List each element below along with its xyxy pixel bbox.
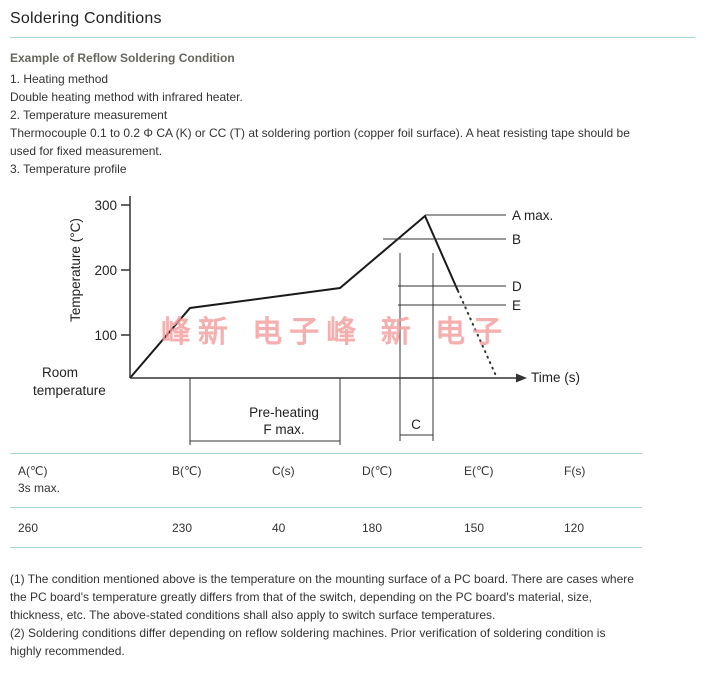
- profile-chart-svg: Temperature (°C) 300 200 100 Time (s) Ro…: [33, 196, 580, 445]
- preheating-label-line1: Pre-heating: [249, 405, 319, 420]
- table-value-c: 40: [272, 521, 286, 535]
- page-header: Soldering Conditions: [10, 10, 695, 38]
- temperature-profile-chart: Temperature (°C) 300 200 100 Time (s) Ro…: [0, 178, 705, 453]
- ref-label-d: D: [512, 279, 522, 294]
- table-header-cell-b: B(℃): [172, 464, 202, 478]
- intro-line-heating-detail: Double heating method with infrared heat…: [10, 90, 243, 104]
- table-header-cell-d: D(℃): [362, 464, 393, 478]
- room-temperature-label-line2: temperature: [33, 383, 106, 398]
- intro-line-heating-method: 1. Heating method: [10, 72, 109, 86]
- watermark-text: 峰新 电子峰 新 电子: [161, 315, 509, 350]
- c-duration-label: C: [411, 417, 421, 432]
- table-value-f: 120: [564, 521, 585, 535]
- table-header-cell-a: A(℃) 3s max.: [18, 463, 172, 507]
- y-tick-label-200: 200: [94, 263, 117, 278]
- table-value-d: 180: [362, 521, 383, 535]
- table-value-row: 260 230 40 180 150 120: [10, 508, 642, 548]
- footnotes: (1) The condition mentioned above is the…: [10, 570, 695, 670]
- y-tick-label-100: 100: [94, 328, 117, 343]
- reflow-condition-section: Example of Reflow Soldering Condition 1.…: [10, 51, 695, 178]
- preheating-label-line2: F max.: [263, 422, 304, 437]
- soldering-spec-table: A(℃) 3s max. B(℃) C(s) D(℃) E(℃) F(s) 26…: [10, 453, 642, 548]
- intro-line-temp-measurement: 2. Temperature measurement: [10, 108, 168, 122]
- x-axis-title: Time (s): [531, 370, 580, 385]
- table-header-row: A(℃) 3s max. B(℃) C(s) D(℃) E(℃) F(s): [10, 454, 642, 508]
- y-axis-title: Temperature (°C): [68, 218, 83, 322]
- intro-line-thermocouple-detail: Thermocouple 0.1 to 0.2 Φ CA (K) or CC (…: [10, 126, 630, 158]
- table-header-cell-c: C(s): [272, 464, 295, 478]
- page-title: Soldering Conditions: [10, 10, 162, 27]
- ref-label-b: B: [512, 232, 521, 247]
- table-value-a: 260: [18, 521, 39, 535]
- table-header-cell-e: E(℃): [464, 464, 494, 478]
- room-temperature-label-line1: Room: [42, 365, 78, 380]
- table-header-a-note: 3s max.: [18, 481, 61, 495]
- table-header-a-label: A(℃): [18, 464, 48, 478]
- profile-dotted-cooldown: [457, 290, 498, 379]
- note-paragraph-2: (2) Soldering conditions differ dependin…: [10, 626, 606, 658]
- profile-solid-line: [129, 214, 459, 379]
- ref-label-a-max: A max.: [512, 208, 553, 223]
- table-header-cell-f: F(s): [564, 464, 586, 478]
- section-heading: Example of Reflow Soldering Condition: [10, 51, 235, 65]
- ref-label-e: E: [512, 298, 521, 313]
- intro-line-temp-profile: 3. Temperature profile: [10, 162, 127, 176]
- note-paragraph-1: (1) The condition mentioned above is the…: [10, 572, 634, 622]
- table-value-e: 150: [464, 521, 485, 535]
- y-tick-label-300: 300: [94, 198, 117, 213]
- x-axis-arrowhead: [516, 373, 527, 383]
- table-value-b: 230: [172, 521, 193, 535]
